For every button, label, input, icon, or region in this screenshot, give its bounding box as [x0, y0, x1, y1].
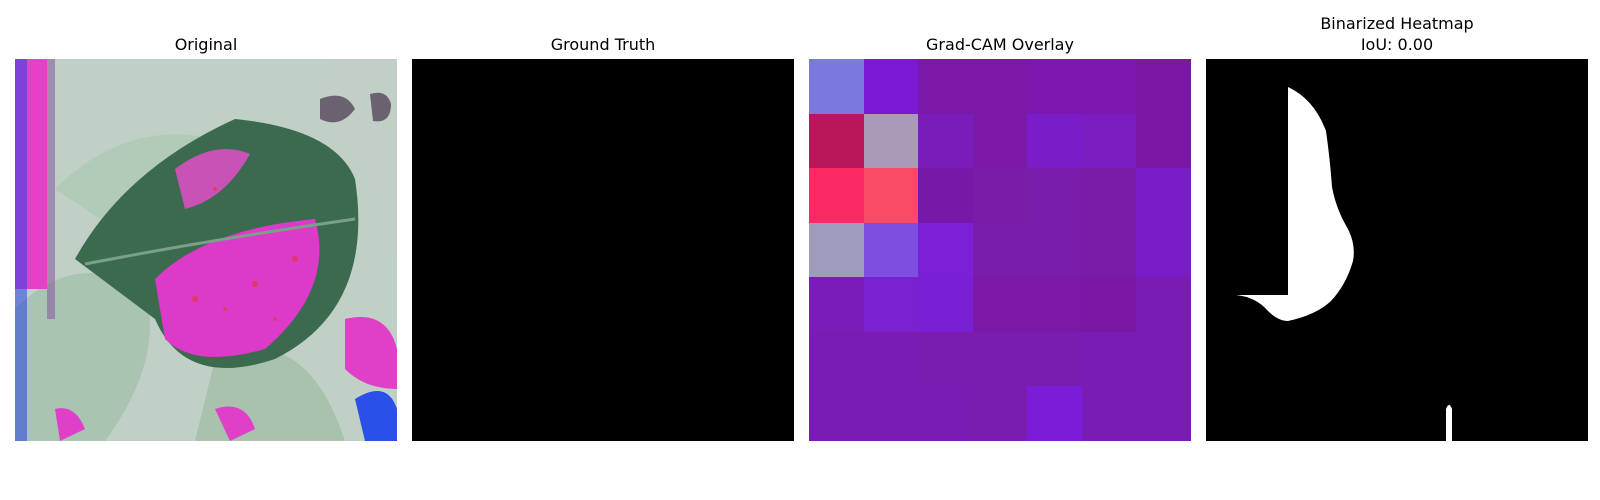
- gradcam-cell: [1081, 277, 1137, 332]
- binarized-title-line: Binarized Heatmap: [1320, 14, 1474, 33]
- gradcam-cell: [972, 386, 1028, 441]
- leaf-image: [15, 59, 397, 441]
- gradcam-cell: [1136, 331, 1191, 387]
- gradcam-cell: [1081, 386, 1137, 441]
- gradcam-cell: [1081, 113, 1137, 169]
- panel-title-binarized-heatmap: Binarized Heatmap IoU: 0.00: [1206, 13, 1588, 55]
- gradcam-cell: [972, 277, 1028, 332]
- ground-truth-mask: [412, 59, 794, 441]
- panel-title-ground-truth: Ground Truth: [550, 35, 656, 54]
- gradcam-cell: [972, 113, 1028, 169]
- gradcam-cell: [863, 386, 919, 441]
- gradcam-cell: [809, 59, 864, 114]
- gradcam-cell: [1027, 59, 1082, 114]
- iou-value: IoU: 0.00: [1360, 35, 1434, 54]
- gradcam-cell: [1027, 168, 1082, 223]
- gradcam-cell: [918, 168, 973, 223]
- gradcam-cell: [809, 222, 864, 278]
- panel-title-gradcam-overlay: Grad-CAM Overlay: [926, 35, 1074, 54]
- gradcam-cell: [1027, 331, 1082, 387]
- gradcam-cell: [809, 168, 864, 223]
- gradcam-cell: [809, 277, 864, 332]
- gradcam-cell: [809, 113, 864, 169]
- panel-title-original: Original: [174, 35, 238, 54]
- gradcam-cell: [918, 59, 973, 114]
- gradcam-cell: [1027, 386, 1082, 441]
- gradcam-cell: [1027, 113, 1082, 169]
- gradcam-cell: [918, 386, 973, 441]
- gradcam-cell: [863, 331, 919, 387]
- gradcam-cell: [972, 222, 1028, 278]
- gradcam-overlay: [809, 59, 1191, 441]
- gradcam-cell: [1136, 222, 1191, 278]
- gradcam-cell: [918, 277, 973, 332]
- gradcam-grid: [809, 59, 1191, 441]
- gradcam-cell: [1081, 331, 1137, 387]
- original-image: [15, 59, 397, 441]
- binarized-heatmap: [1206, 59, 1588, 441]
- gradcam-cell: [809, 331, 864, 387]
- gradcam-cell: [972, 168, 1028, 223]
- gradcam-cell: [1081, 168, 1137, 223]
- gradcam-cell: [1136, 113, 1191, 169]
- gradcam-cell: [972, 331, 1028, 387]
- gradcam-cell: [918, 222, 973, 278]
- gradcam-cell: [1136, 168, 1191, 223]
- gradcam-cell: [863, 113, 919, 169]
- gradcam-cell: [972, 59, 1028, 114]
- gradcam-cell: [1136, 277, 1191, 332]
- gradcam-cell: [1081, 59, 1137, 114]
- gradcam-cell: [809, 386, 864, 441]
- gradcam-cell: [918, 331, 973, 387]
- gradcam-cell: [1027, 277, 1082, 332]
- gradcam-cell: [863, 222, 919, 278]
- gradcam-cell: [1136, 59, 1191, 114]
- gradcam-cell: [1027, 222, 1082, 278]
- gradcam-cell: [863, 168, 919, 223]
- gradcam-cell: [918, 113, 973, 169]
- gradcam-cell: [863, 59, 919, 114]
- gradcam-cell: [863, 277, 919, 332]
- gradcam-cell: [1081, 222, 1137, 278]
- binarized-mask: [1206, 59, 1452, 441]
- gradcam-cell: [1136, 386, 1191, 441]
